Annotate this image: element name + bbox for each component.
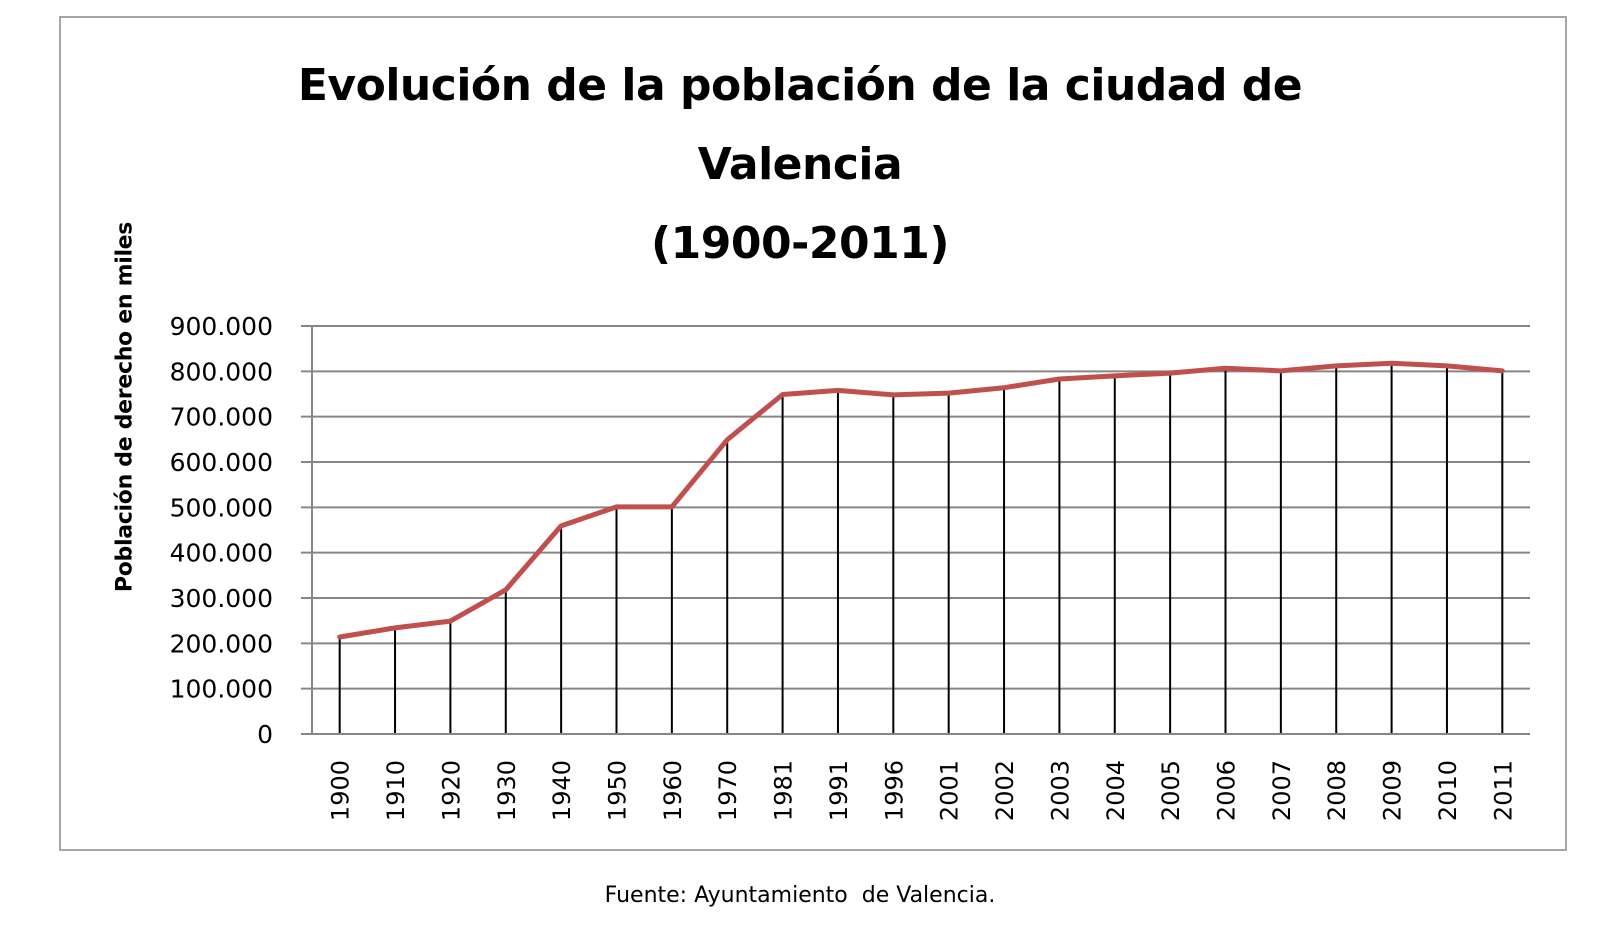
chart-title-line-2: Valencia bbox=[697, 139, 903, 190]
source-note: Fuente: Ayuntamiento de Valencia. bbox=[604, 883, 996, 908]
x-tick-label: 2009 bbox=[1379, 760, 1407, 821]
drop-lines bbox=[338, 363, 1504, 734]
x-tick-label: 2007 bbox=[1268, 760, 1296, 821]
chart-title-line-1: Evolución de la población de la ciudad d… bbox=[297, 60, 1303, 111]
x-tick-label: 1910 bbox=[382, 760, 410, 821]
x-tick-label: 1981 bbox=[770, 760, 798, 821]
y-tick-label: 700.000 bbox=[170, 403, 273, 432]
x-tick-label: 1940 bbox=[548, 760, 576, 821]
x-tick-label: 1991 bbox=[825, 760, 853, 821]
x-tick-label: 1996 bbox=[880, 760, 908, 821]
x-tick-label: 2002 bbox=[991, 760, 1019, 821]
y-tick-label: 300.000 bbox=[170, 584, 273, 613]
y-tick-label: 900.000 bbox=[170, 312, 273, 341]
y-tick-label: 0 bbox=[257, 720, 273, 749]
x-tick-label: 2010 bbox=[1434, 760, 1462, 821]
x-tick-label: 2003 bbox=[1046, 760, 1074, 821]
x-tick-label: 1970 bbox=[714, 760, 742, 821]
y-axis-ticks: 0 100.000 200.000 300.000 400.000 500.000 600.… bbox=[170, 312, 273, 749]
y-tick-label: 200.000 bbox=[170, 629, 273, 658]
y-tick-label: 100.000 bbox=[170, 675, 273, 704]
y-tick-label: 500.000 bbox=[170, 493, 273, 522]
x-axis-ticks: 1900 1910 1920 1930 1940 1950 1960 1970 1981 1991… bbox=[327, 760, 1518, 821]
x-tick-label: 2011 bbox=[1489, 760, 1517, 821]
x-tick-label: 2006 bbox=[1213, 760, 1241, 821]
population-line bbox=[337, 360, 1505, 640]
x-tick-label: 1950 bbox=[604, 760, 632, 821]
series-line bbox=[337, 360, 1505, 640]
x-tick-label: 2004 bbox=[1102, 760, 1130, 821]
x-tick-label: 2005 bbox=[1157, 760, 1185, 821]
x-tick-label: 1920 bbox=[437, 760, 465, 821]
x-tick-label: 2001 bbox=[936, 760, 964, 821]
gridlines bbox=[301, 325, 1530, 735]
chart-frame bbox=[59, 16, 1567, 851]
y-tick-label: 800.000 bbox=[170, 357, 273, 386]
x-tick-label: 1960 bbox=[659, 760, 687, 821]
x-tick-label: 1900 bbox=[327, 760, 355, 821]
axes bbox=[301, 326, 1530, 735]
chart-title: Evolución de la población de la ciudad d… bbox=[0, 46, 1600, 283]
x-tick-label: 2008 bbox=[1323, 760, 1351, 821]
y-tick-label: 400.000 bbox=[170, 539, 273, 568]
x-tick-label: 1930 bbox=[493, 760, 521, 821]
y-tick-label: 600.000 bbox=[170, 448, 273, 477]
chart-title-line-3: (1900-2011) bbox=[651, 218, 949, 269]
